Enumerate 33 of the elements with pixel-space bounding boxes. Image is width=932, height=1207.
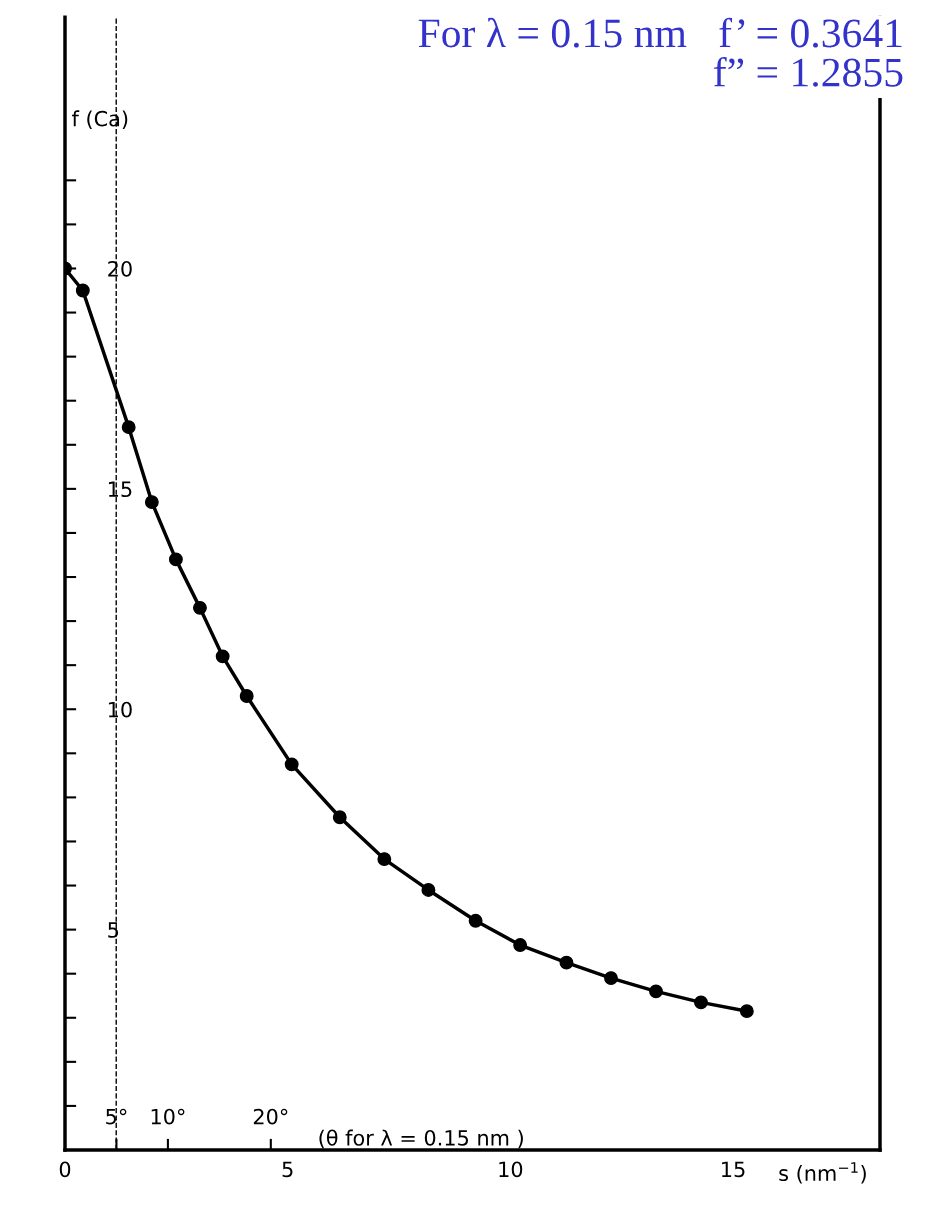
y-axis-title: f (Ca) [72,110,128,129]
y-tick-label: 20 [108,260,132,277]
x2-tick-label: 20° [253,1108,288,1125]
point [284,757,299,772]
point [468,913,483,928]
x2-tick-label: 5° [106,1108,127,1125]
point [739,1004,754,1019]
x-tick-label: 5 [282,1161,293,1178]
point [421,883,436,897]
point [168,552,183,567]
point [144,495,159,510]
chart-title: For λ = 0.15 nm f’ = 0.3641 f” = 1.2855 [418,17,903,87]
point [215,649,230,664]
x-axis-title: s (nm$^{−1}$) [779,1162,866,1184]
point [649,984,663,999]
point [239,689,254,703]
y-tick-label: 5 [108,922,119,938]
point [513,938,528,952]
point [604,971,618,986]
x-tick-label: 10 [499,1161,523,1178]
y-tick-label: 10 [108,701,132,718]
point [192,600,207,615]
x2-axis-title: (θ for λ = 0.15 nm ) [319,1129,523,1149]
point [332,810,347,825]
y-tick-label: 15 [108,481,132,498]
point [694,995,708,1010]
point [559,955,574,970]
point [121,420,136,435]
point [75,283,90,298]
point [377,852,392,867]
x2-tick-label: 10° [151,1108,185,1125]
x-tick-label: 15 [722,1161,745,1178]
x-tick-label: 0 [59,1161,71,1178]
